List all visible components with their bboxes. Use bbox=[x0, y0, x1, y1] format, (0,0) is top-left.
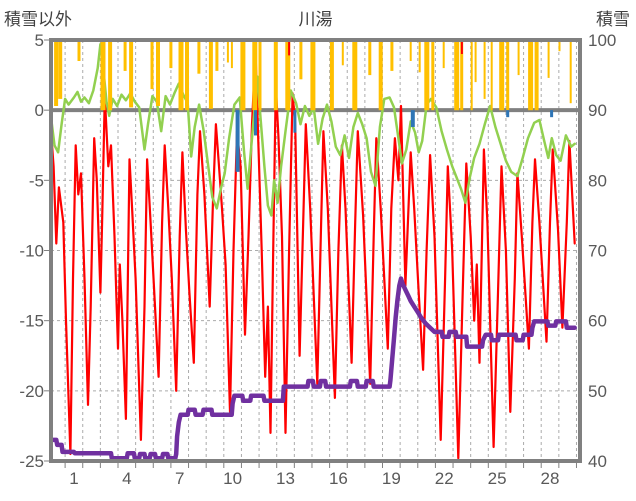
precip-bars-yellow-bar bbox=[418, 40, 421, 73]
right-tick-label: 100 bbox=[588, 31, 616, 50]
precip-bars-yellow-bar bbox=[129, 40, 134, 108]
left-tick-label: -10 bbox=[19, 242, 44, 261]
precip-bars-yellow-bar bbox=[470, 40, 473, 111]
left-tick-label: -25 bbox=[19, 452, 44, 471]
precip-bars-yellow-bar bbox=[123, 40, 127, 71]
precip-bars-yellow-bar bbox=[197, 40, 201, 74]
precip-bars-yellow-bar bbox=[150, 40, 154, 90]
left-tick-label: -5 bbox=[29, 171, 44, 190]
precip-bars-yellow-bar bbox=[528, 40, 534, 111]
precip-bars-yellow-bar bbox=[368, 40, 372, 76]
precip-bars-yellow-bar bbox=[378, 40, 383, 111]
precip-bars-yellow-bar bbox=[499, 40, 505, 111]
left-tick-label: -20 bbox=[19, 382, 44, 401]
precip-bars-yellow-bar bbox=[329, 40, 334, 111]
precip-bars-yellow-bar bbox=[409, 40, 412, 61]
below-zero-bars-blue-bar bbox=[410, 110, 415, 127]
x-tick-label: 13 bbox=[276, 469, 295, 488]
precip-bars-yellow-bar bbox=[352, 40, 358, 111]
precip-bars-yellow-bar bbox=[558, 40, 561, 52]
precip-bars-yellow-bar bbox=[474, 40, 477, 83]
top-ticks-red-bar bbox=[288, 40, 291, 56]
right-tick-label: 70 bbox=[588, 242, 607, 261]
precip-bars-yellow-bar bbox=[258, 40, 262, 111]
right-tick-label: 50 bbox=[588, 382, 607, 401]
precip-bars-yellow-bar bbox=[431, 40, 435, 111]
x-tick-label: 4 bbox=[122, 469, 131, 488]
near-zero-temperature-green-line bbox=[49, 42, 576, 217]
right-axis-title: 積雪 bbox=[596, 10, 630, 29]
precip-bars-yellow-bar bbox=[285, 40, 291, 111]
below-zero-bars-blue-bar bbox=[293, 110, 297, 133]
precip-bars-yellow-bar bbox=[169, 40, 173, 69]
precip-bars-yellow-bar bbox=[454, 40, 460, 111]
precip-bars-yellow-bar bbox=[341, 40, 344, 66]
precip-bars-yellow-bar bbox=[240, 40, 246, 111]
precip-bars-yellow-bar bbox=[58, 40, 63, 99]
right-tick-label: 60 bbox=[588, 312, 607, 331]
precip-bars-yellow-bar bbox=[215, 40, 219, 71]
left-tick-label: -15 bbox=[19, 312, 44, 331]
plot-frame bbox=[49, 38, 582, 463]
precip-bars-yellow-bar bbox=[534, 40, 539, 111]
precip-bars-yellow-bar bbox=[506, 40, 510, 111]
precip-bars-yellow-bar bbox=[230, 40, 233, 69]
precip-bars-yellow-bar bbox=[108, 40, 113, 111]
x-tick-label: 7 bbox=[175, 469, 184, 488]
precip-bars-yellow-bar bbox=[100, 40, 106, 111]
precip-bars-yellow-bar bbox=[517, 40, 520, 76]
precip-bars-yellow-bar bbox=[442, 40, 445, 69]
precip-bars-yellow-bar bbox=[424, 40, 430, 111]
left-tick-label: 5 bbox=[35, 31, 44, 50]
precip-bars-yellow-bar bbox=[299, 40, 303, 80]
precip-bars-yellow-bar bbox=[226, 40, 229, 63]
x-tick-label: 16 bbox=[329, 469, 348, 488]
left-tick-label: 0 bbox=[35, 101, 44, 120]
top-ticks-red-bar bbox=[460, 40, 463, 54]
precip-bars-yellow-bar bbox=[483, 40, 486, 99]
precip-bars-yellow-bar bbox=[490, 40, 493, 111]
below-zero-bars-blue-bar bbox=[254, 110, 257, 136]
x-tick-label: 10 bbox=[223, 469, 242, 488]
precip-bars-yellow-bar bbox=[77, 40, 81, 61]
chart-title: 川湯 bbox=[298, 10, 333, 29]
precip-bars-yellow-bar bbox=[547, 40, 550, 78]
right-tick-label: 40 bbox=[588, 452, 607, 471]
precip-bars-yellow-bar bbox=[273, 40, 278, 111]
right-tick-label: 80 bbox=[588, 171, 607, 190]
right-tick-label: 90 bbox=[588, 101, 607, 120]
precip-bars-yellow-bar bbox=[569, 40, 572, 104]
precip-bars-yellow-bar bbox=[390, 40, 394, 71]
left-axis-title: 積雪以外 bbox=[4, 10, 72, 29]
x-tick-label: 28 bbox=[541, 469, 560, 488]
precip-bars-yellow-bar bbox=[208, 40, 213, 109]
below-zero-bars-blue-bar bbox=[235, 110, 240, 172]
hourly-temperature-red-line bbox=[49, 48, 576, 460]
precip-bars-yellow-bar bbox=[185, 40, 189, 111]
precip-bars-yellow-bar bbox=[156, 40, 160, 106]
x-tick-label: 1 bbox=[69, 469, 78, 488]
below-zero-bars-blue-bar bbox=[506, 110, 510, 118]
precip-bars-yellow-bar bbox=[54, 40, 59, 106]
x-tick-label: 25 bbox=[488, 469, 507, 488]
precip-bars-yellow-bar bbox=[460, 40, 464, 111]
precip-bars-yellow-bar bbox=[252, 40, 258, 111]
precip-bars-yellow-bar bbox=[178, 40, 184, 111]
precip-bars-yellow-bar bbox=[310, 40, 316, 111]
below-zero-bars-blue-bar bbox=[550, 110, 554, 118]
x-tick-label: 19 bbox=[382, 469, 401, 488]
x-tick-label: 22 bbox=[435, 469, 454, 488]
snow-depth-purple-line bbox=[50, 276, 577, 461]
